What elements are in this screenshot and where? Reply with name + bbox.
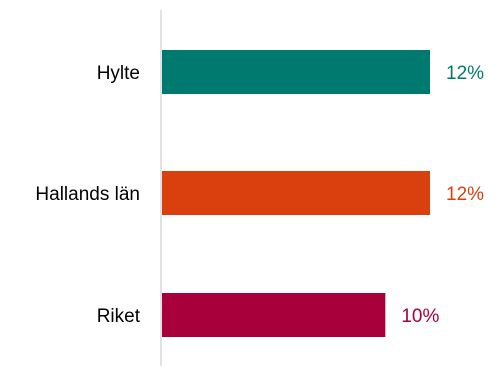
value-label-riket: 10% [401,306,439,327]
bars-layer: Hylte 12% Hallands län 12% Riket 10% [35,50,484,337]
value-label-hylte: 12% [446,63,484,84]
category-label-hallands-l-n: Hallands län [35,184,140,205]
bar-group-hallands-l-n: Hallands län 12% [35,171,484,215]
bar-riket [162,293,386,337]
bar-group-hylte: Hylte 12% [97,50,484,94]
bar-hallands-l-n [162,171,430,215]
value-label-hallands-l-n: 12% [446,184,484,205]
category-label-hylte: Hylte [97,63,140,84]
bar-hylte [162,50,430,94]
bar-group-riket: Riket 10% [97,293,439,337]
category-label-riket: Riket [97,306,141,327]
